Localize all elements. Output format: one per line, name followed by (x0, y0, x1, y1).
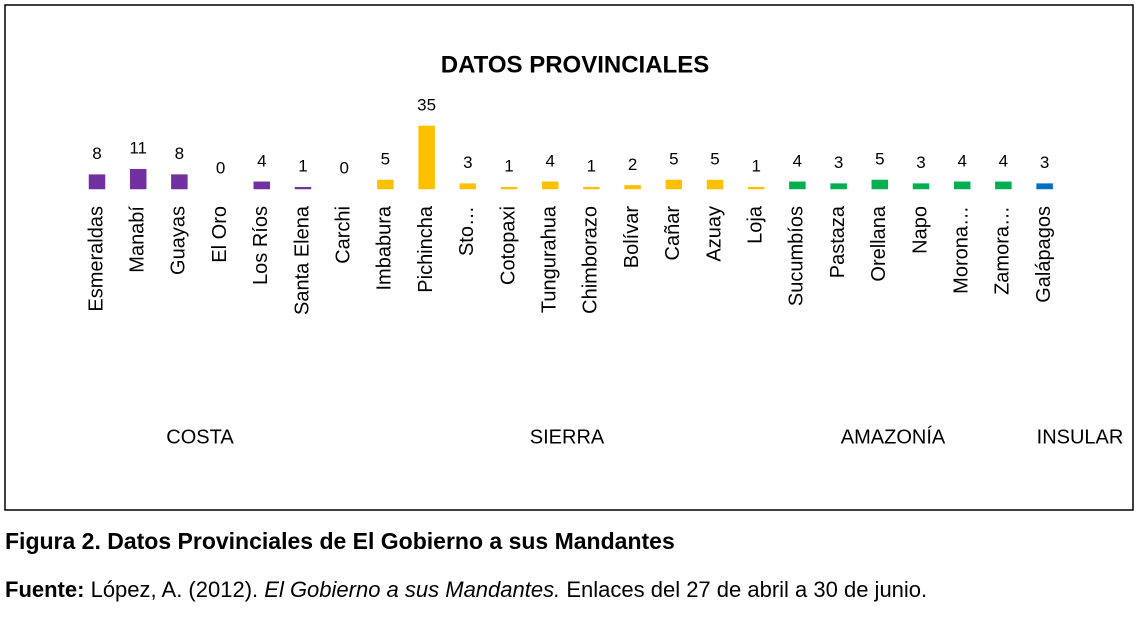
bar (377, 179, 394, 190)
value-label: 35 (417, 95, 436, 114)
value-label: 3 (834, 153, 843, 172)
value-label: 4 (793, 151, 802, 170)
bar (541, 181, 559, 190)
chart: DATOS PROVINCIALES 8Esmeraldas11Manabí8G… (4, 4, 1134, 511)
bar (500, 186, 518, 190)
x-tick-label: Pichincha (415, 205, 437, 293)
x-tick-label: Esmeraldas (85, 206, 107, 312)
x-tick-label: Manabí (126, 206, 148, 273)
value-label: 3 (916, 153, 925, 172)
x-tick-label: Imbabura (374, 205, 396, 290)
bar (624, 185, 641, 190)
value-label: 3 (463, 153, 472, 172)
value-label: 4 (957, 151, 966, 170)
value-label: 4 (999, 151, 1008, 170)
bar (953, 181, 971, 190)
value-label: 0 (216, 158, 225, 177)
figure-caption: Figura 2. Datos Provinciales de El Gobie… (5, 528, 675, 554)
chart-frame (4, 4, 1134, 511)
value-label: 4 (545, 151, 554, 170)
chart-title: DATOS PROVINCIALES (441, 51, 709, 78)
x-tick-label: Azuay (703, 206, 725, 262)
bar (665, 179, 683, 190)
value-label: 8 (92, 144, 101, 163)
bar (747, 186, 765, 190)
x-tick-label: El Oro (209, 206, 231, 263)
x-tick-label: Galápagos (1033, 206, 1055, 303)
source-title: El Gobierno a sus Mandantes. (264, 577, 561, 602)
x-tick-label: Sucumbíos (786, 206, 808, 306)
bar (129, 168, 147, 190)
x-tick-label: Loja (744, 205, 766, 244)
source-text: López, A. (2012). (90, 577, 259, 602)
bar (583, 186, 600, 190)
x-tick-label: Los Ríos (250, 206, 272, 285)
x-tick-label: Santa Elena (291, 205, 313, 315)
x-tick-label: Orellana (868, 205, 890, 281)
value-label: 4 (257, 151, 266, 170)
x-tick-label: Napo (909, 206, 931, 254)
bar (88, 174, 106, 190)
bar (912, 183, 930, 190)
value-label: 1 (504, 157, 513, 176)
source-label: Fuente: (5, 577, 85, 602)
x-tick-label: Bolívar (621, 206, 643, 269)
value-label: 1 (751, 157, 760, 176)
source-rest: Enlaces del 27 de abril a 30 de junio. (566, 577, 928, 602)
bar (995, 181, 1012, 190)
bar (418, 125, 435, 190)
value-label: 0 (339, 158, 348, 177)
value-label: 5 (710, 149, 719, 168)
bar (1036, 183, 1053, 190)
x-tick-label: Morona… (950, 206, 972, 294)
bar (871, 179, 889, 190)
group-label: SIERRA (530, 426, 605, 448)
group-label: AMAZONÍA (841, 425, 946, 448)
value-label: 1 (298, 157, 307, 176)
group-label: COSTA (166, 426, 234, 448)
value-label: 5 (381, 149, 390, 168)
x-tick-label: Pastaza (827, 205, 849, 278)
x-tick-label: Carchi (332, 206, 354, 264)
bar (706, 179, 724, 190)
x-tick-label: Cotopaxi (497, 206, 519, 285)
x-tick-label: Tungurahua (538, 205, 560, 313)
bar (789, 181, 806, 190)
x-tick-label: Guayas (168, 206, 190, 275)
source-caption: Fuente: López, A. (2012). El Gobierno a … (5, 570, 1133, 640)
value-label: 11 (129, 139, 147, 158)
bar (171, 174, 188, 190)
value-label: 5 (875, 149, 884, 168)
x-tick-label: Zamora… (992, 206, 1014, 295)
value-label: 5 (669, 149, 678, 168)
bar (459, 183, 477, 190)
x-tick-label: Sto… (456, 206, 478, 256)
value-label: 1 (587, 157, 596, 176)
bar (253, 181, 271, 190)
value-label: 3 (1040, 153, 1049, 172)
bar (830, 183, 847, 190)
x-tick-label: Chimborazo (580, 206, 602, 314)
bar (294, 186, 312, 190)
value-label: 2 (628, 155, 637, 174)
group-label: INSULAR (1037, 426, 1124, 448)
x-tick-label: Cañar (662, 206, 684, 261)
value-label: 8 (175, 144, 184, 163)
